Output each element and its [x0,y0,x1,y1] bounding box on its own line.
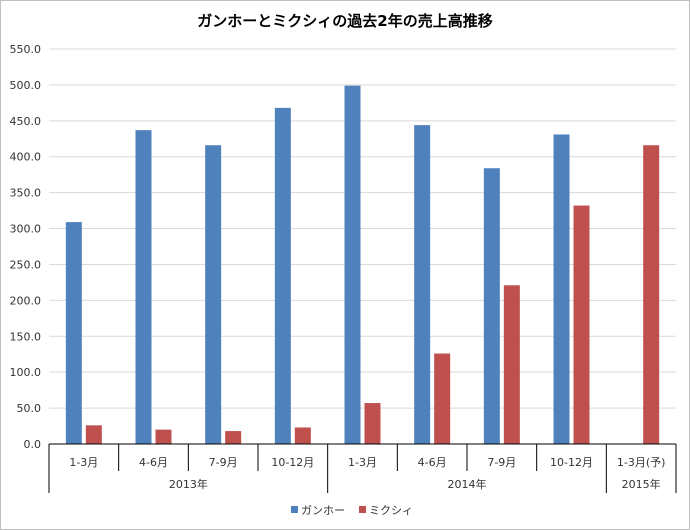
x-category-label: 1-3月 [348,456,377,469]
mixi-bar [643,145,660,444]
x-axis [48,443,677,493]
x-category-label: 1-3月(予) [617,456,666,469]
bars [65,85,660,445]
mixi-bar [434,353,451,444]
legend-gungho-label: ガンホー [301,504,345,517]
x-category-label: 10-12月 [271,456,314,469]
mixi-bar [225,431,242,444]
y-tick-label: 500.0 [10,79,42,92]
gungho-bar [414,125,431,445]
x-axis-category-labels: 1-3月 4-6月 7-9月 10-12月 1-3月 4-6月 7-9月 10-12月 1-3月… [69,456,665,469]
gungho-bar [344,85,361,445]
legend-mixi-swatch [359,506,366,513]
x-category-label: 4-6月 [418,456,447,469]
chart-title: ガンホーとミクシィの過去2年の売上高推移 [197,12,492,30]
gungho-bar [205,145,222,444]
y-tick-label: 50.0 [17,402,42,415]
mixi-bar [85,425,102,444]
gungho-bar [65,222,82,444]
grid-lines [49,48,676,409]
mixi-bar [294,427,311,444]
x-category-label: 1-3月 [69,456,98,469]
y-tick-label: 150.0 [10,330,42,343]
gungho-bar [274,107,291,445]
mixi-bar [573,205,590,444]
gungho-bar [135,130,152,444]
y-tick-label: 450.0 [10,115,42,128]
mixi-bar [503,285,520,444]
legend: ガンホー ミクシィ [291,504,413,517]
mixi-bar [364,403,381,444]
gungho-bar [483,168,500,444]
y-tick-label: 250.0 [10,258,42,271]
y-tick-label: 550.0 [10,43,42,56]
x-category-label: 4-6月 [139,456,168,469]
x-group-label: 2015年 [622,477,661,491]
y-tick-label: 200.0 [10,294,42,307]
gungho-bar [553,134,570,445]
y-tick-label: 300.0 [10,223,42,236]
x-axis-group-labels: 2013年 2014年 2015年 [169,477,661,491]
y-tick-label: 100.0 [10,366,42,379]
x-category-label: 10-12月 [550,456,593,469]
legend-mixi-label: ミクシィ [369,504,413,517]
legend-gungho-swatch [291,506,298,513]
y-tick-label: 0.0 [24,438,42,451]
mixi-bar [155,429,172,444]
x-group-label: 2013年 [169,477,208,491]
y-tick-label: 400.0 [10,151,42,164]
x-category-label: 7-9月 [209,456,238,469]
x-category-label: 7-9月 [487,456,516,469]
y-axis-ticks: 0.0 50.0 100.0 150.0 200.0 250.0 300.0 350.0 400… [10,43,42,451]
y-tick-label: 350.0 [10,187,42,200]
x-group-label: 2014年 [448,477,487,491]
